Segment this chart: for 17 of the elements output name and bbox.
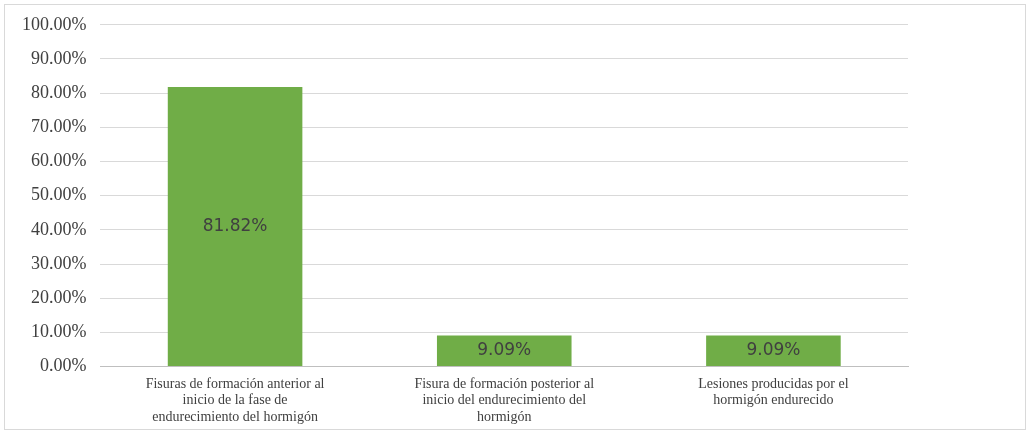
y-tick-label: 0.00% xyxy=(39,355,87,376)
y-tick-label: 70.00% xyxy=(30,116,87,137)
data-label: 81.82% xyxy=(202,214,268,235)
y-tick-label: 30.00% xyxy=(30,252,87,273)
y-tick-label: 100.00% xyxy=(21,13,87,34)
y-tick-label: 20.00% xyxy=(30,286,87,307)
y-tick-label: 10.00% xyxy=(30,321,87,342)
y-tick-label: 60.00% xyxy=(30,150,87,171)
x-tick-label: Fisura de formación posterior al inicio del endurecimiento del hormigón xyxy=(414,375,595,425)
data-label: 9.09% xyxy=(477,339,532,360)
x-tick-label: Lesiones producidas por el hormigón endurecido xyxy=(698,375,849,408)
y-tick-label: 90.00% xyxy=(30,47,87,68)
y-tick-label: 40.00% xyxy=(30,218,87,239)
y-tick-label: 80.00% xyxy=(30,81,87,102)
x-tick-label: Fisuras de formación anterior al inicio de la fase de endurecimiento del hormigón xyxy=(145,375,325,425)
y-tick-label: 50.00% xyxy=(30,184,87,205)
data-label: 9.09% xyxy=(746,339,801,360)
